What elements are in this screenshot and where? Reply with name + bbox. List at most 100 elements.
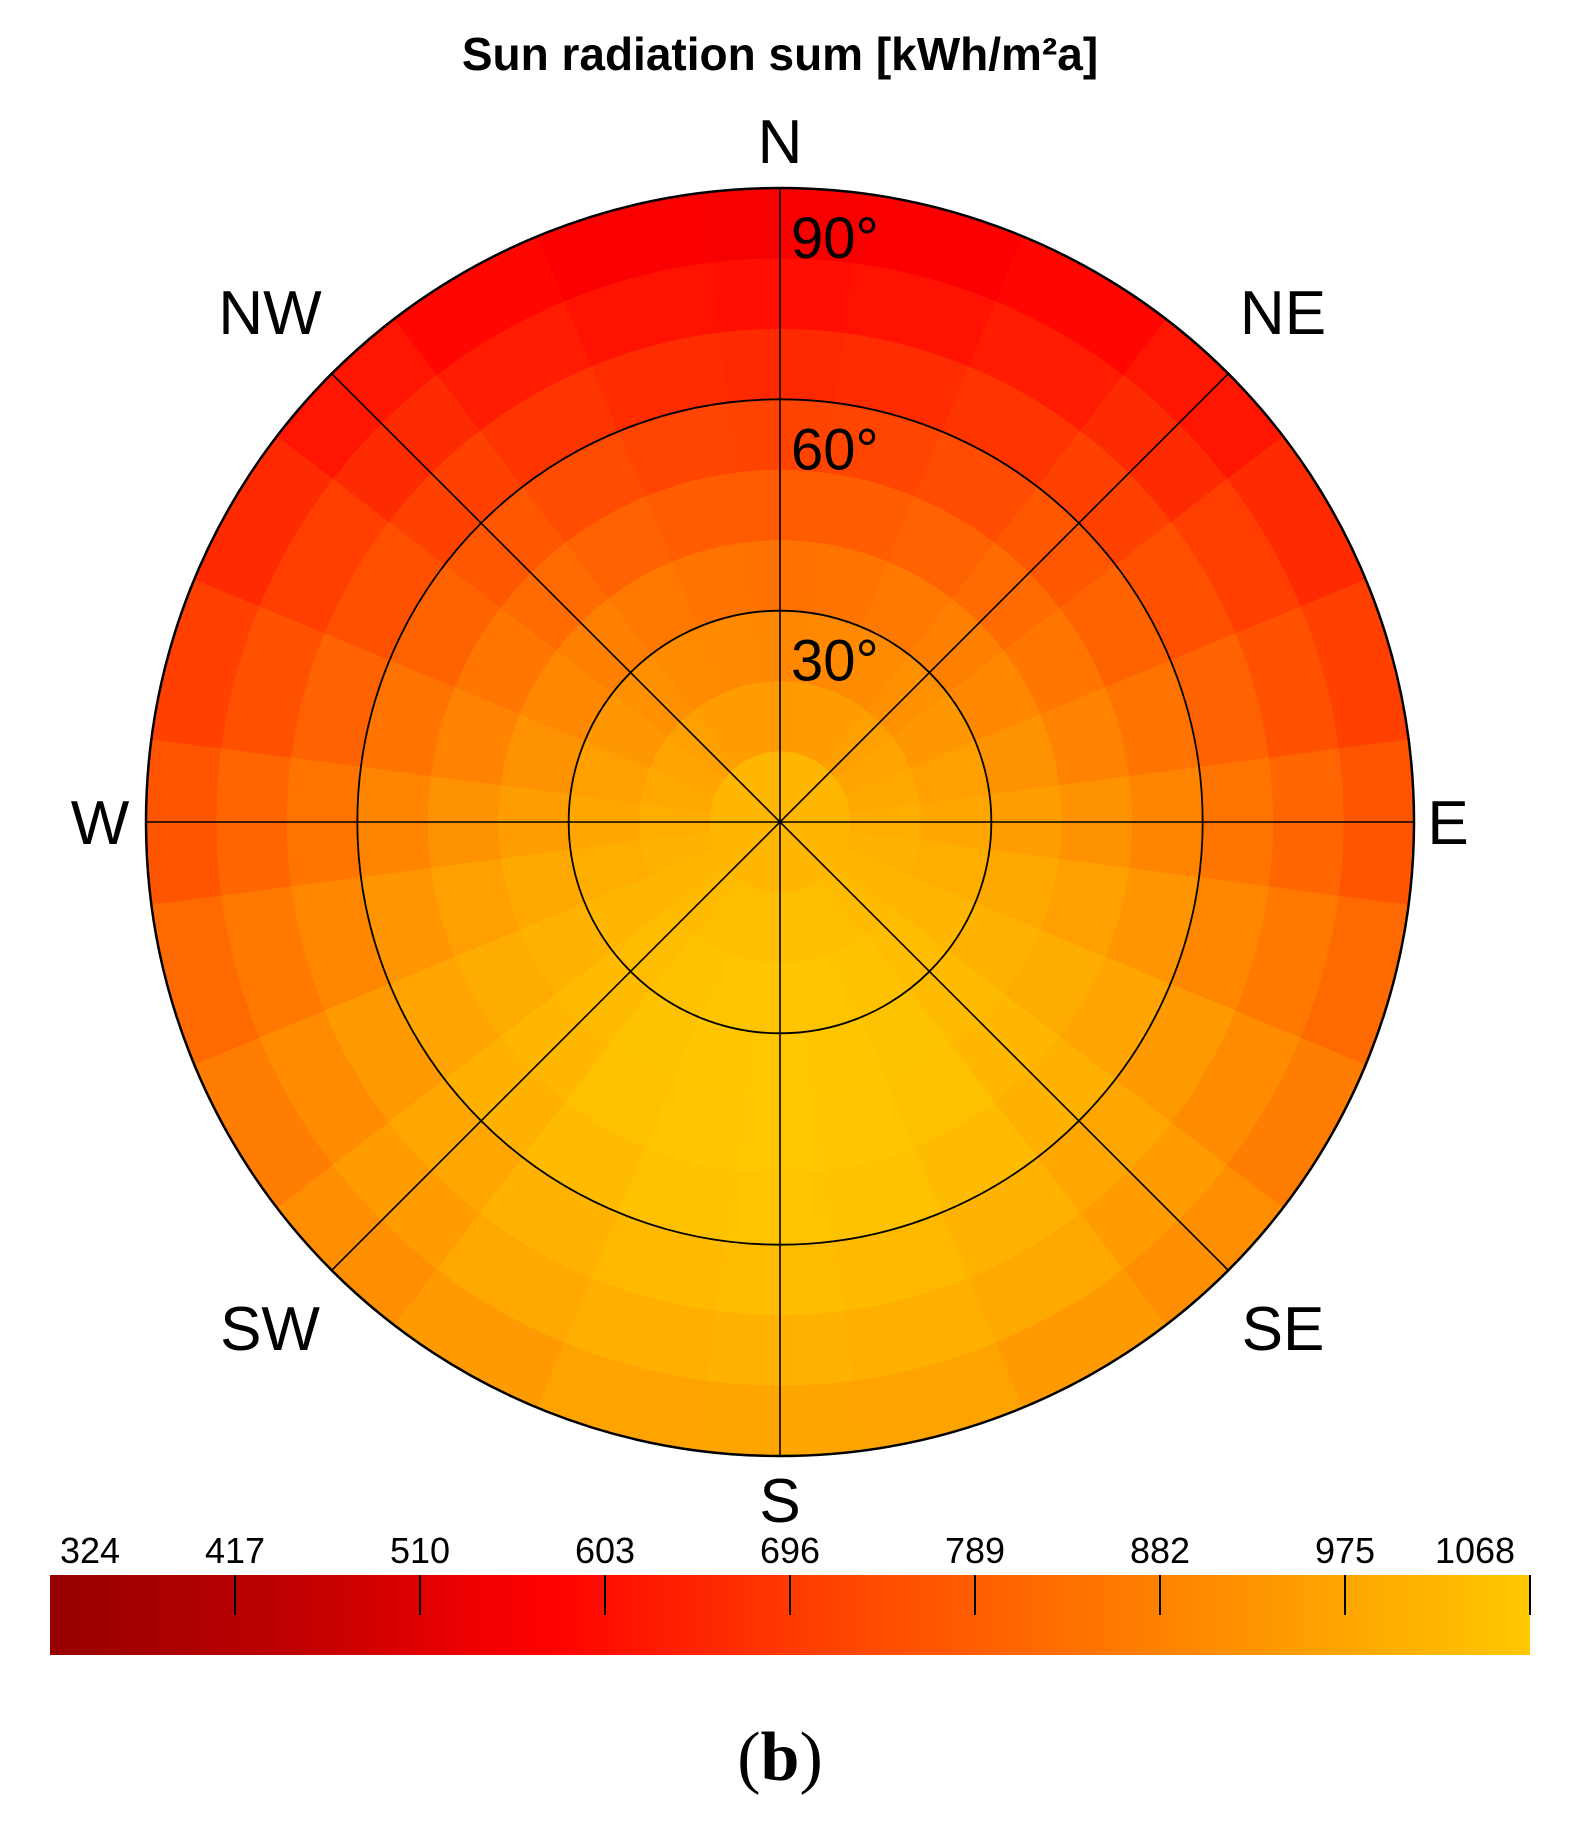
heatmap-cell xyxy=(1128,766,1204,881)
heatmap-cell xyxy=(1338,739,1415,910)
heatmap-cell xyxy=(849,1342,1023,1452)
heatmap-cell xyxy=(1037,430,1174,568)
heatmap-cell xyxy=(323,518,447,661)
heatmap-cell xyxy=(606,988,700,1083)
heatmap-cell xyxy=(835,332,973,433)
heatmap-cell xyxy=(859,989,952,1084)
heatmap-cell xyxy=(844,831,921,878)
compass-label-nw: NW xyxy=(218,279,322,348)
heatmap-cell xyxy=(220,882,325,1038)
heatmap-cell xyxy=(807,542,890,628)
heatmap-cell xyxy=(939,1157,1081,1280)
heatmap-cell xyxy=(951,542,1062,653)
heatmap-cell xyxy=(992,1036,1116,1160)
colorbar-tick-label: 882 xyxy=(1130,1530,1190,1571)
heatmap-cell xyxy=(733,469,829,543)
heatmap-cell xyxy=(806,877,867,954)
colorbar-tick-label: 417 xyxy=(205,1530,265,1571)
heatmap-cell xyxy=(914,430,1041,545)
heatmap-cell xyxy=(642,1081,744,1172)
heatmap-cell xyxy=(1104,867,1200,987)
heatmap-cell xyxy=(584,691,669,769)
heatmap-cell xyxy=(649,933,727,1018)
heatmap-cell xyxy=(322,981,445,1123)
heatmap-cell xyxy=(1227,435,1368,610)
heatmap-cell xyxy=(356,763,432,878)
heatmap-cell xyxy=(453,928,557,1037)
heatmap-cell xyxy=(444,484,568,608)
colorbar-tick-label: 324 xyxy=(60,1530,120,1571)
heatmap-cell xyxy=(560,1276,716,1382)
heatmap-cell xyxy=(649,735,725,796)
colorbar-tick-label: 603 xyxy=(575,1530,635,1571)
heatmap-cell xyxy=(725,681,772,757)
heatmap-cell xyxy=(386,1076,523,1214)
colorbar-tick-label: 696 xyxy=(760,1530,820,1571)
colorbar-tick-label: 1068 xyxy=(1435,1530,1515,1571)
heatmap-cell xyxy=(806,691,867,767)
heatmap-cell xyxy=(388,428,526,565)
heatmap-cell xyxy=(648,848,725,909)
heatmap-cell xyxy=(671,541,754,627)
heatmap-cell xyxy=(454,605,558,715)
heatmap-cell xyxy=(1198,757,1274,890)
heatmap-cell xyxy=(500,712,586,795)
heatmap-cell xyxy=(430,684,521,786)
heatmap-cell xyxy=(1171,478,1303,637)
heatmap-cell xyxy=(150,575,261,749)
heatmap-cell xyxy=(145,734,222,905)
heatmap-cell xyxy=(965,1213,1124,1345)
heatmap-cell xyxy=(360,657,456,777)
heatmap-cell xyxy=(1105,660,1201,779)
heatmap-cell xyxy=(1059,564,1173,690)
heatmap-cell xyxy=(519,648,614,742)
heatmap-cell xyxy=(947,650,1042,743)
heatmap-cell xyxy=(1059,775,1133,871)
heatmap-cell xyxy=(290,874,390,1011)
heatmap-cell xyxy=(436,299,595,431)
heatmap-cell xyxy=(290,629,391,767)
heatmap-cell xyxy=(949,993,1060,1104)
heatmap-cell xyxy=(788,887,835,963)
heatmap-cell xyxy=(565,495,674,599)
heatmap-cell xyxy=(442,1034,566,1158)
ring-label-30: 30° xyxy=(791,629,879,694)
figure-caption: (b) xyxy=(737,1719,823,1796)
heatmap-cell xyxy=(724,886,771,963)
heatmap-cell xyxy=(500,540,611,651)
heatmap-cell xyxy=(1224,1037,1367,1212)
heatmap-cell xyxy=(832,1212,969,1312)
heatmap-cell xyxy=(644,471,746,562)
heatmap-cell xyxy=(912,1101,1038,1215)
heatmap-cell xyxy=(1170,633,1270,770)
heatmap-cell xyxy=(833,626,911,711)
colorbar: 324 417 510 603 696 789 882 975 1068 xyxy=(50,1530,1531,1655)
heatmap-cell xyxy=(798,611,863,693)
heatmap-cell xyxy=(193,432,336,607)
heatmap-cell xyxy=(563,1044,673,1148)
heatmap-cell xyxy=(1123,318,1287,483)
heatmap-cell xyxy=(860,561,954,656)
heatmap-cell xyxy=(608,560,701,655)
heatmap-cell xyxy=(853,192,1027,303)
heatmap-cell xyxy=(886,1045,995,1149)
compass-label-s: S xyxy=(759,1467,800,1536)
heatmap-cell xyxy=(429,856,520,958)
heatmap-cell xyxy=(1268,748,1345,900)
heatmap-cell xyxy=(1040,686,1131,788)
heatmap-cell xyxy=(693,690,754,767)
heatmap-cell xyxy=(910,740,991,805)
ring-label-60: 60° xyxy=(791,417,879,482)
heatmap-cell xyxy=(1113,983,1237,1126)
heatmap-cell xyxy=(615,1146,735,1242)
heatmap-cell xyxy=(891,875,976,953)
heatmap-cell xyxy=(697,951,762,1033)
heatmap-cell xyxy=(825,402,945,498)
chart-title: Sun radiation sum [kWh/m²a] xyxy=(462,28,1098,80)
heatmap-cell xyxy=(1169,1010,1302,1169)
heatmap-cell xyxy=(797,952,862,1033)
heatmap-cell xyxy=(192,1034,333,1209)
heatmap-cell xyxy=(741,1031,817,1105)
azimuth-spoke xyxy=(331,373,1229,1271)
heatmap-cell xyxy=(1003,607,1107,716)
